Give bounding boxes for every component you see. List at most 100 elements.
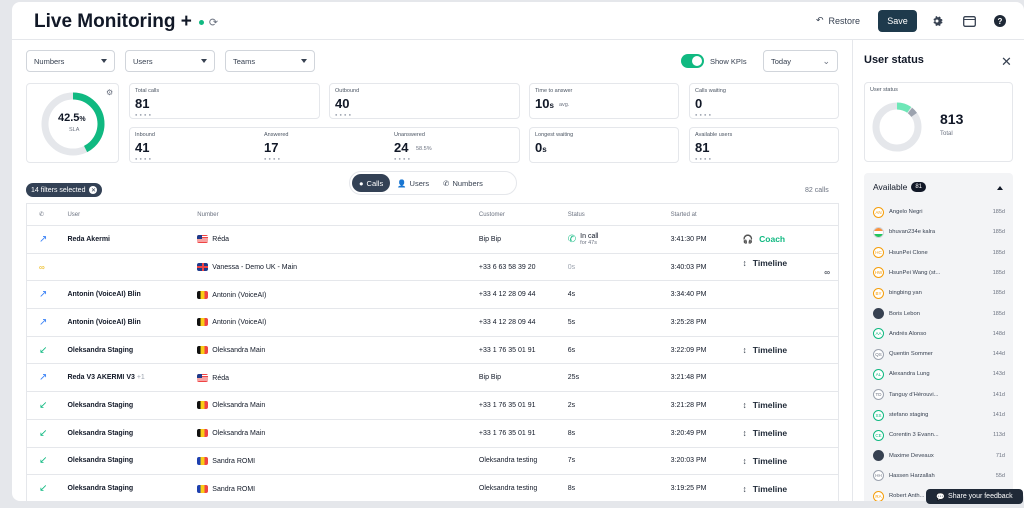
timeline-icon: ↕ (742, 455, 747, 466)
filters-chip[interactable]: 14 filters selected ✕ (26, 183, 103, 197)
tab-numbers[interactable]: ✆ Numbers (436, 174, 490, 192)
tab-calls[interactable]: ● Calls (352, 174, 391, 192)
user-duration: 141d (992, 391, 1005, 398)
phone-icon: ✆ (567, 233, 577, 245)
outbound-call-icon: ↙ (39, 427, 48, 439)
user-duration: 185d (992, 310, 1005, 317)
table-row[interactable]: ↗ Antonin (VoiceAI) Blin Antonin (VoiceAI… (26, 308, 839, 337)
avatar: AN (873, 206, 884, 218)
chevron-up-icon[interactable] (997, 186, 1003, 190)
timeline-icon: ↕ (742, 400, 747, 411)
timeline-button[interactable]: ↕ Timeline (743, 400, 838, 410)
timeline-button[interactable]: ↕ Timeline (743, 258, 838, 268)
user-list-item[interactable]: Boris Lebon 185d (864, 304, 1013, 324)
number-name: Oleksandra Main (212, 402, 266, 410)
timeline-label: Timeline (752, 455, 788, 466)
started-at-cell: 3:19:25 PM (670, 474, 743, 501)
actions-column-header (742, 203, 839, 226)
voicemail-icon[interactable]: ∞ (824, 267, 830, 277)
help-icon[interactable]: ? (993, 14, 1007, 28)
user-name: Corentin 3 Evann... (889, 432, 939, 439)
close-icon[interactable]: ✕ (89, 186, 98, 194)
timeline-button[interactable]: ↕ Timeline (743, 345, 838, 355)
number-cell: Vanessa - Demo UK - Main (197, 253, 479, 282)
show-kpis-toggle[interactable] (681, 54, 704, 68)
user-list-item[interactable]: HC HsunPei Clone 185d (864, 243, 1013, 263)
table-row[interactable]: ↗ Reda V3 AKERMI V3 +1 Réda Bip Bip 25s 3:21:… (26, 363, 839, 393)
available-header[interactable]: Available 81 (873, 182, 927, 192)
timeline-button[interactable]: ↕ Timeline (743, 484, 838, 494)
customer-cell: Bip Bip (478, 363, 568, 393)
table-row[interactable]: ↙ Oleksandra Staging Oleksandra Main +33 1… (26, 419, 839, 448)
save-button[interactable]: Save (878, 10, 917, 32)
table-row[interactable]: ↗ Antonin (VoiceAI) Blin Antonin (VoiceAI… (26, 280, 839, 310)
timeline-button[interactable]: ↕ Timeline (743, 428, 838, 438)
user-duration: 185d (992, 209, 1005, 215)
user-list-item[interactable]: BY bingbing yan 185d (864, 283, 1013, 303)
user-list-item[interactable]: SS stefano staging 141d (864, 405, 1013, 425)
feedback-button[interactable]: 💬 Share your feedback (926, 489, 1023, 504)
number-name: Réda (212, 374, 230, 382)
user-list-item[interactable]: HW HsunPei Wang (st... 185d (864, 263, 1013, 283)
coach-button[interactable]: 🎧 Coach (743, 234, 838, 245)
kpi-value: 81 (135, 96, 150, 111)
kpi-label: Outbound (335, 88, 360, 94)
flag-icon (197, 318, 209, 327)
number-name: Oleksandra Main (212, 430, 266, 437)
gear-icon[interactable]: ⚙ (106, 88, 114, 97)
phone-icon: ✆ (39, 212, 45, 218)
user-list-item[interactable]: HH Hassen Harzallah 55d (864, 466, 1013, 486)
number-cell: Antonin (VoiceAI) (197, 308, 479, 337)
user-list-item[interactable]: CE Corentin 3 Evann... 113d (864, 425, 1013, 445)
restore-button[interactable]: ↶ Restore (816, 15, 860, 26)
action-cell: ↕ Timeline (742, 419, 839, 448)
timeline-icon: ↕ (742, 257, 747, 268)
numbers-dropdown[interactable]: Numbers (26, 50, 115, 72)
close-icon[interactable]: ✕ (1001, 54, 1012, 69)
tab-users[interactable]: 👤 Users (390, 174, 436, 192)
user-list-item[interactable]: bhuvan234e kalra 185d (864, 222, 1013, 242)
timeline-label: Timeline (752, 400, 788, 411)
user-name: Alexandra Lung (889, 371, 930, 378)
table-row[interactable]: ↙ Oleksandra Staging Sandra ROMI Oleksandr… (26, 474, 839, 501)
teams-dropdown[interactable]: Teams (225, 50, 315, 72)
toggle-knob (692, 56, 702, 66)
flag-icon (197, 373, 209, 382)
table-row[interactable]: ↗ Reda Akermi Réda Bip Bip ✆ In call for 47s 3… (26, 225, 839, 254)
avatar-initials: QS (875, 351, 882, 357)
avatar-initials: SS (875, 412, 882, 418)
users-dropdown[interactable]: Users (125, 50, 215, 72)
user-list-item[interactable]: RA Robert Anth... (864, 486, 1013, 501)
number-name: Sandra ROMI (212, 457, 256, 465)
user-list-item[interactable]: TD Tanguy d'Hérouvi... 141d (864, 385, 1013, 405)
table-row[interactable]: ↙ Oleksandra Staging Oleksandra Main +33 1… (26, 391, 839, 420)
refresh-icon[interactable]: ⟳ (208, 16, 219, 29)
timeline-button[interactable]: ↕ Timeline (743, 456, 838, 466)
status-cell: 5s (567, 308, 671, 337)
window-icon[interactable] (962, 14, 976, 28)
customer-cell: +33 1 76 35 01 91 (478, 336, 568, 365)
user-list-item[interactable]: Maxime Deveaux 71d (864, 446, 1013, 466)
user-list-item[interactable]: AL Alexandra Lung 143d (864, 364, 1013, 384)
number-name: Réda (212, 236, 230, 244)
gear-icon[interactable] (930, 14, 944, 28)
flag-icon (197, 429, 209, 438)
sparkline-placeholder: ● ● ● ● (695, 156, 712, 161)
user-list-item[interactable]: AA Andrés Alonso 148d (864, 324, 1013, 344)
sparkline-placeholder: ● ● ● ● (335, 112, 352, 117)
number-name: Vanessa - Demo UK - Main (212, 263, 297, 271)
user-list-item[interactable]: AN Angelo Negri 185d (864, 202, 1013, 222)
available-users-list: Available 81 AN Angelo Negri 185d bhuvan234e… (864, 173, 1013, 501)
user-status-card: User status 813 Total (864, 82, 1013, 162)
user-list-item[interactable]: QS Quentin Sommer 144d (864, 344, 1013, 364)
live-status-dot (198, 19, 204, 25)
chat-icon: 💬 (936, 493, 946, 501)
kpi-number: 0 (535, 140, 543, 155)
number-name: Antonin (VoiceAI) (212, 319, 267, 327)
table-row[interactable]: ∞ Vanessa - Demo UK - Main +33 6 63 58 39… (26, 253, 839, 282)
chevron-down-icon: ⌄ (822, 55, 830, 66)
period-dropdown[interactable]: Today ⌄ (763, 50, 838, 72)
table-row[interactable]: ↙ Oleksandra Staging Oleksandra Main +33 1… (26, 336, 839, 365)
user-cell: Oleksandra Staging (67, 474, 198, 501)
table-row[interactable]: ↙ Oleksandra Staging Sandra ROMI Oleksandr… (26, 447, 839, 476)
